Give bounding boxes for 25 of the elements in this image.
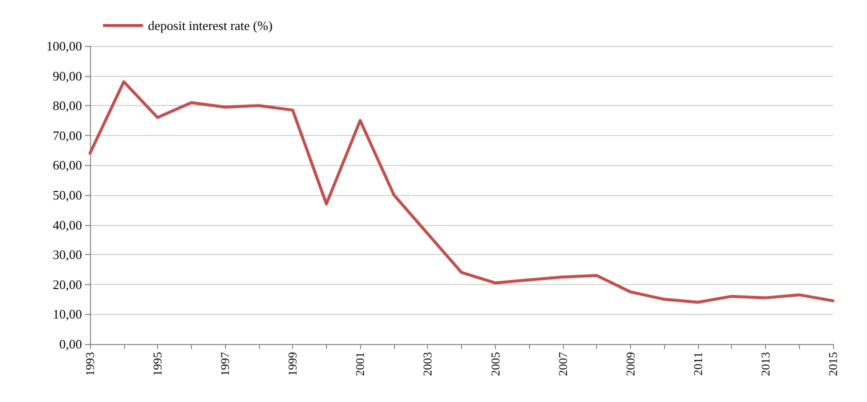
y-tick-label: 100,00 — [46, 38, 82, 54]
x-tick-label: 1993 — [83, 352, 97, 376]
y-tick-label: 50,00 — [52, 188, 82, 202]
y-tick-label: 70,00 — [52, 128, 82, 143]
x-tick-label: 2013 — [758, 352, 772, 376]
x-tick-label: 2005 — [488, 352, 502, 376]
y-tick-label: 0,00 — [59, 336, 82, 352]
legend-label: deposit interest rate (%) — [148, 18, 273, 33]
y-tick-label: 40,00 — [52, 217, 82, 232]
y-tick-label: 10,00 — [52, 306, 82, 322]
x-tick-label: 2003 — [420, 352, 435, 376]
y-tick-label: 90,00 — [52, 68, 82, 84]
x-tick-label: 1999 — [286, 352, 300, 376]
x-tick-label: 2001 — [353, 352, 368, 376]
x-tick-label: 1997 — [218, 352, 232, 376]
y-tick-label: 80,00 — [52, 98, 82, 114]
x-tick-label: 2007 — [556, 352, 570, 376]
x-tick-label: 1995 — [150, 352, 165, 376]
x-tick-label: 2015 — [826, 352, 840, 376]
x-tick-label: 2009 — [623, 352, 638, 376]
x-tick-label: 2011 — [690, 352, 705, 376]
y-tick-label: 30,00 — [52, 247, 82, 262]
y-tick-label: 20,00 — [52, 276, 82, 292]
y-tick-label: 60,00 — [52, 158, 82, 173]
line-series — [88, 80, 834, 304]
